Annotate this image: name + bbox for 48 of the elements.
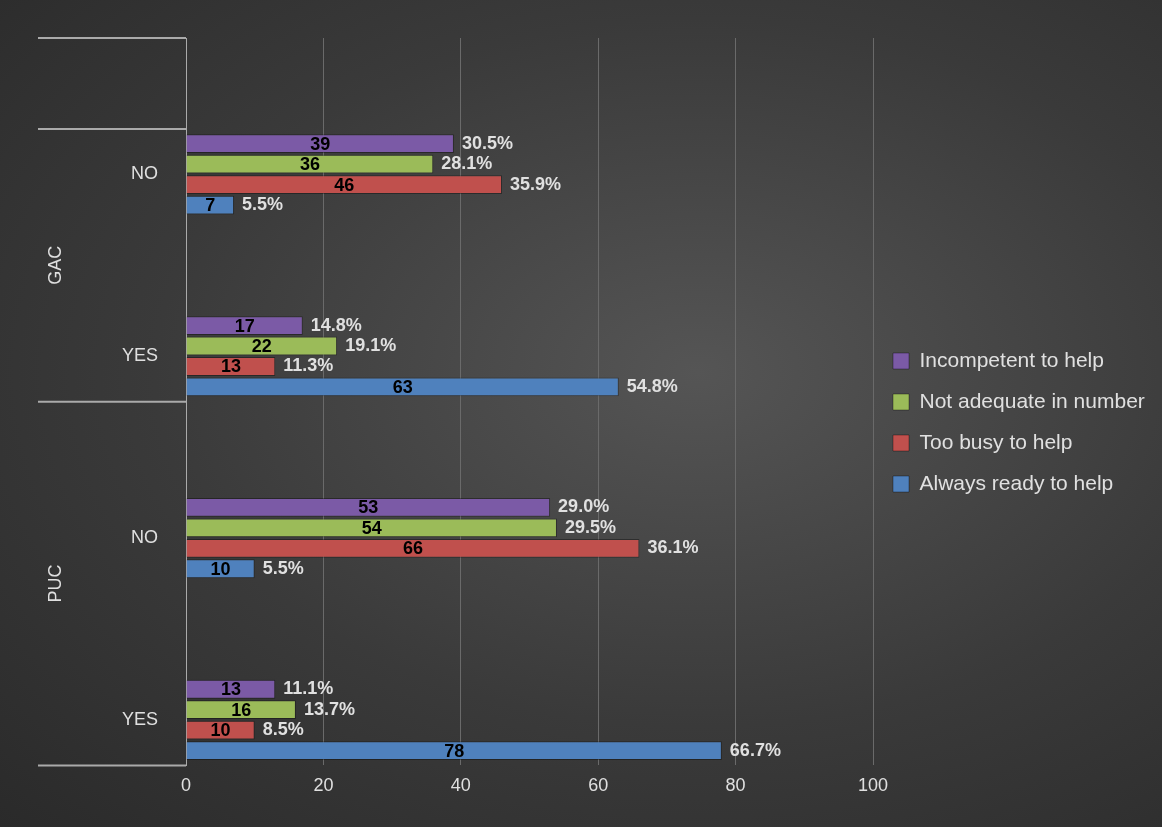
legend-label: Not adequate in number xyxy=(919,388,1145,412)
annotation: 36.1% xyxy=(647,537,699,558)
annotation: 66.7% xyxy=(729,739,781,760)
data-label: 22 xyxy=(251,335,272,356)
annotation: 28.1% xyxy=(441,153,493,174)
legend-label: Incompetent to help xyxy=(919,347,1104,371)
data-label: 54 xyxy=(361,517,382,538)
annotation: 54.8% xyxy=(626,375,678,396)
annotation: 5.5% xyxy=(242,194,284,215)
legend-label: Always ready to help xyxy=(919,470,1114,494)
data-label: 13 xyxy=(220,356,241,377)
x-tick-label: 40 xyxy=(450,775,471,796)
annotation: 35.9% xyxy=(510,173,562,194)
data-label: 53 xyxy=(358,497,379,518)
data-label: 10 xyxy=(210,558,231,579)
data-label: 10 xyxy=(210,720,231,741)
annotation: 14.8% xyxy=(310,314,362,335)
y-tick-label: YES xyxy=(121,345,158,366)
x-tick-label: 60 xyxy=(588,775,609,796)
data-label: 63 xyxy=(392,376,413,397)
data-label: 78 xyxy=(444,740,465,761)
y-tick-label: NO xyxy=(131,163,158,184)
annotation: 13.7% xyxy=(303,698,355,719)
data-label: 13 xyxy=(220,679,241,700)
annotation: 19.1% xyxy=(345,334,397,355)
annotation: 11.1% xyxy=(283,678,334,699)
data-label: 7 xyxy=(205,195,216,216)
annotation: 29.0% xyxy=(558,496,610,517)
y-tick-label: YES xyxy=(121,708,158,729)
data-label: 39 xyxy=(310,133,331,154)
annotation: 5.5% xyxy=(262,557,304,578)
data-label: 36 xyxy=(299,154,320,175)
data-label: 16 xyxy=(231,699,252,720)
x-tick-label: 20 xyxy=(313,775,334,796)
annotation: 30.5% xyxy=(461,132,513,153)
data-label: 66 xyxy=(402,538,423,559)
data-label: 46 xyxy=(334,174,355,195)
annotation: 29.5% xyxy=(564,516,617,537)
text: GAC xyxy=(44,245,65,285)
x-tick-label: 100 xyxy=(857,775,889,796)
data-label: 17 xyxy=(234,315,255,336)
text: PUC xyxy=(44,564,65,603)
legend-label: Too busy to help xyxy=(919,429,1073,453)
y-tick-label: NO xyxy=(131,527,158,548)
annotation: 8.5% xyxy=(262,719,304,740)
annotation: 11.3% xyxy=(283,355,334,376)
x-tick-label: 80 xyxy=(725,775,746,796)
x-tick-label: 0 xyxy=(180,775,192,796)
